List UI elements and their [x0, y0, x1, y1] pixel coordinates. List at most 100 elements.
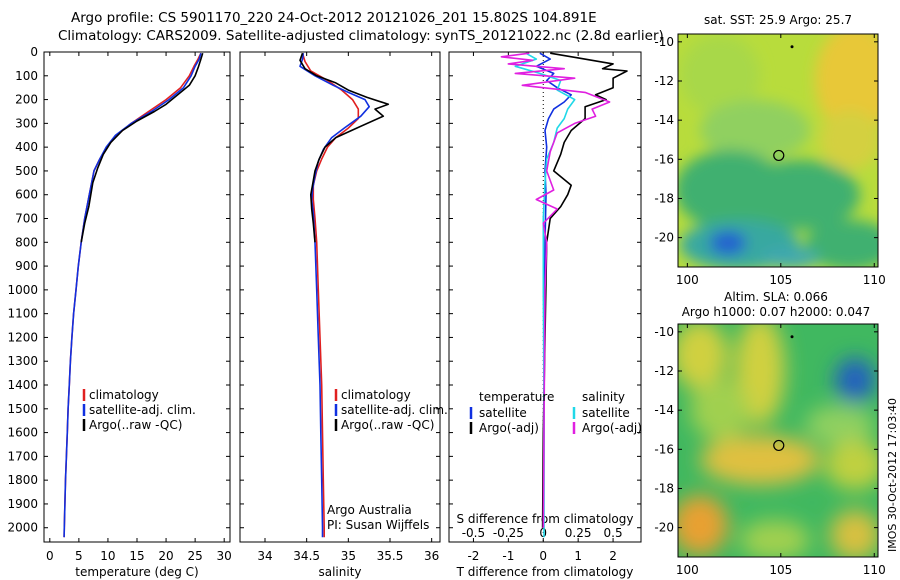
lat-tick-label: -10	[654, 35, 674, 49]
s-diff-tick-label: 0.5	[604, 526, 623, 540]
profile-panel-1: 0100200300400500600700800900100011001200…	[7, 45, 231, 579]
climatology-title: Climatology: CARS2009. Satellite-adjuste…	[58, 28, 664, 44]
x-tick-label: 0	[539, 549, 547, 563]
axes-frame	[448, 51, 642, 543]
depth-tick-label: 1600	[7, 426, 38, 440]
sla-map	[678, 324, 878, 557]
x-axis-label: salinity	[318, 565, 361, 579]
legend-label: climatology	[89, 388, 159, 402]
series-line-0	[535, 52, 573, 528]
profile-panel-3: -2 -1 0 1 2 T difference from climatology -0.5…	[448, 51, 642, 579]
legend-label: satellite-adj. clim.	[89, 403, 196, 417]
legend-header-temperature: temperature	[479, 390, 554, 404]
reference-dot	[790, 335, 794, 339]
x-tick-label: 10	[100, 549, 115, 563]
x-tick-label: 5	[75, 549, 83, 563]
legend-label: satellite	[479, 406, 527, 420]
x-tick-label: 34.5	[293, 549, 320, 563]
profile-panel-2: 34 34.5 35 35.5 36 salinity climatologysatelli…	[239, 51, 448, 579]
sst-map	[678, 34, 878, 267]
depth-tick-label: 600	[15, 188, 38, 202]
series-line-2	[80, 52, 204, 243]
timestamp-label: IMOS 30-Oct-2012 17:03:40	[886, 398, 899, 552]
depth-tick-label: 1500	[7, 402, 38, 416]
depth-tick-label: 900	[15, 259, 38, 273]
lon-tick-label: 105	[769, 563, 792, 577]
lon-tick-label: 110	[863, 563, 886, 577]
legend-label: climatology	[341, 388, 411, 402]
lon-tick-label: 100	[676, 273, 699, 287]
depth-tick-label: 1400	[7, 378, 38, 392]
x-tick-label: -2	[467, 549, 479, 563]
lat-tick-label: -16	[654, 152, 674, 166]
legend-label: Argo(-adj)	[582, 421, 642, 435]
sla-map-frame	[677, 323, 879, 558]
depth-tick-label: 0	[30, 45, 38, 59]
float-program-label: Argo Australia	[327, 503, 412, 517]
x-tick-label: 1	[574, 549, 582, 563]
sla-map-subtitle: Argo h1000: 0.07 h2000: 0.047	[682, 305, 871, 319]
reference-dot	[790, 45, 794, 49]
s-diff-tick-label: 0.25	[565, 526, 592, 540]
profile-title: Argo profile: CS 5901170_220 24-Oct-2012…	[71, 10, 597, 26]
series-line-2	[299, 52, 390, 243]
lat-tick-label: -12	[654, 364, 674, 378]
s-diff-tick-label: -0.5	[462, 526, 485, 540]
x-tick-label: 20	[158, 549, 173, 563]
legend-label: Argo(-adj)	[479, 421, 539, 435]
lon-tick-label: 105	[769, 273, 792, 287]
depth-tick-label: 400	[15, 140, 38, 154]
lat-tick-label: -18	[654, 191, 674, 205]
sla-map-axes: 100 105 110 -10 -12 -14 -16 -18 -20	[654, 324, 886, 577]
legend-label: satellite	[582, 406, 630, 420]
x-tick-label: 15	[129, 549, 144, 563]
depth-tick-label: 1100	[7, 307, 38, 321]
x-tick-label: 35.5	[377, 549, 404, 563]
x-tick-label: 35	[341, 549, 356, 563]
sst-map-axes: 100 105 110 -10 -12 -14 -16 -18 -20	[654, 34, 886, 287]
lon-tick-label: 100	[676, 563, 699, 577]
s-diff-axis-label: S difference from climatology	[457, 512, 634, 526]
lat-tick-label: -10	[654, 325, 674, 339]
depth-tick-label: 200	[15, 93, 38, 107]
x-tick-label: 25	[187, 549, 202, 563]
lat-tick-label: -20	[654, 231, 674, 245]
lat-tick-label: -14	[654, 403, 674, 417]
x-tick-label: -1	[502, 549, 514, 563]
axes-frame	[239, 51, 441, 543]
principal-investigator-label: PI: Susan Wijffels	[327, 518, 429, 532]
x-tick-label: 30	[217, 549, 232, 563]
legend-label: Argo(..raw -QC)	[341, 418, 434, 432]
depth-tick-label: 1900	[7, 497, 38, 511]
depth-tick-label: 1000	[7, 283, 38, 297]
x-axis-label: T difference from climatology	[456, 565, 634, 579]
series-line-1	[541, 52, 628, 528]
lat-tick-label: -18	[654, 481, 674, 495]
lat-tick-label: -14	[654, 113, 674, 127]
series-line-3	[500, 52, 611, 528]
sst-map-title: sat. SST: 25.9 Argo: 25.7	[704, 13, 852, 27]
depth-tick-label: 1700	[7, 449, 38, 463]
x-tick-label: 34	[257, 549, 272, 563]
lon-tick-label: 110	[863, 273, 886, 287]
x-tick-label: 36	[424, 549, 439, 563]
x-tick-label: 2	[609, 549, 617, 563]
depth-tick-label: 1300	[7, 354, 38, 368]
s-diff-tick-label: -0.25	[493, 526, 524, 540]
lat-tick-label: -16	[654, 442, 674, 456]
x-axis-label: temperature (deg C)	[75, 565, 198, 579]
depth-tick-label: 700	[15, 212, 38, 226]
profile-location-marker	[773, 439, 785, 452]
depth-tick-label: 1200	[7, 330, 38, 344]
depth-tick-label: 1800	[7, 473, 38, 487]
lat-tick-label: -20	[654, 521, 674, 535]
profile-location-marker	[773, 149, 785, 162]
x-tick-label: 0	[46, 549, 54, 563]
depth-tick-label: 2000	[7, 521, 38, 535]
depth-tick-label: 100	[15, 69, 38, 83]
depth-tick-label: 800	[15, 235, 38, 249]
depth-tick-label: 300	[15, 116, 38, 130]
depth-tick-label: 500	[15, 164, 38, 178]
lat-tick-label: -12	[654, 74, 674, 88]
